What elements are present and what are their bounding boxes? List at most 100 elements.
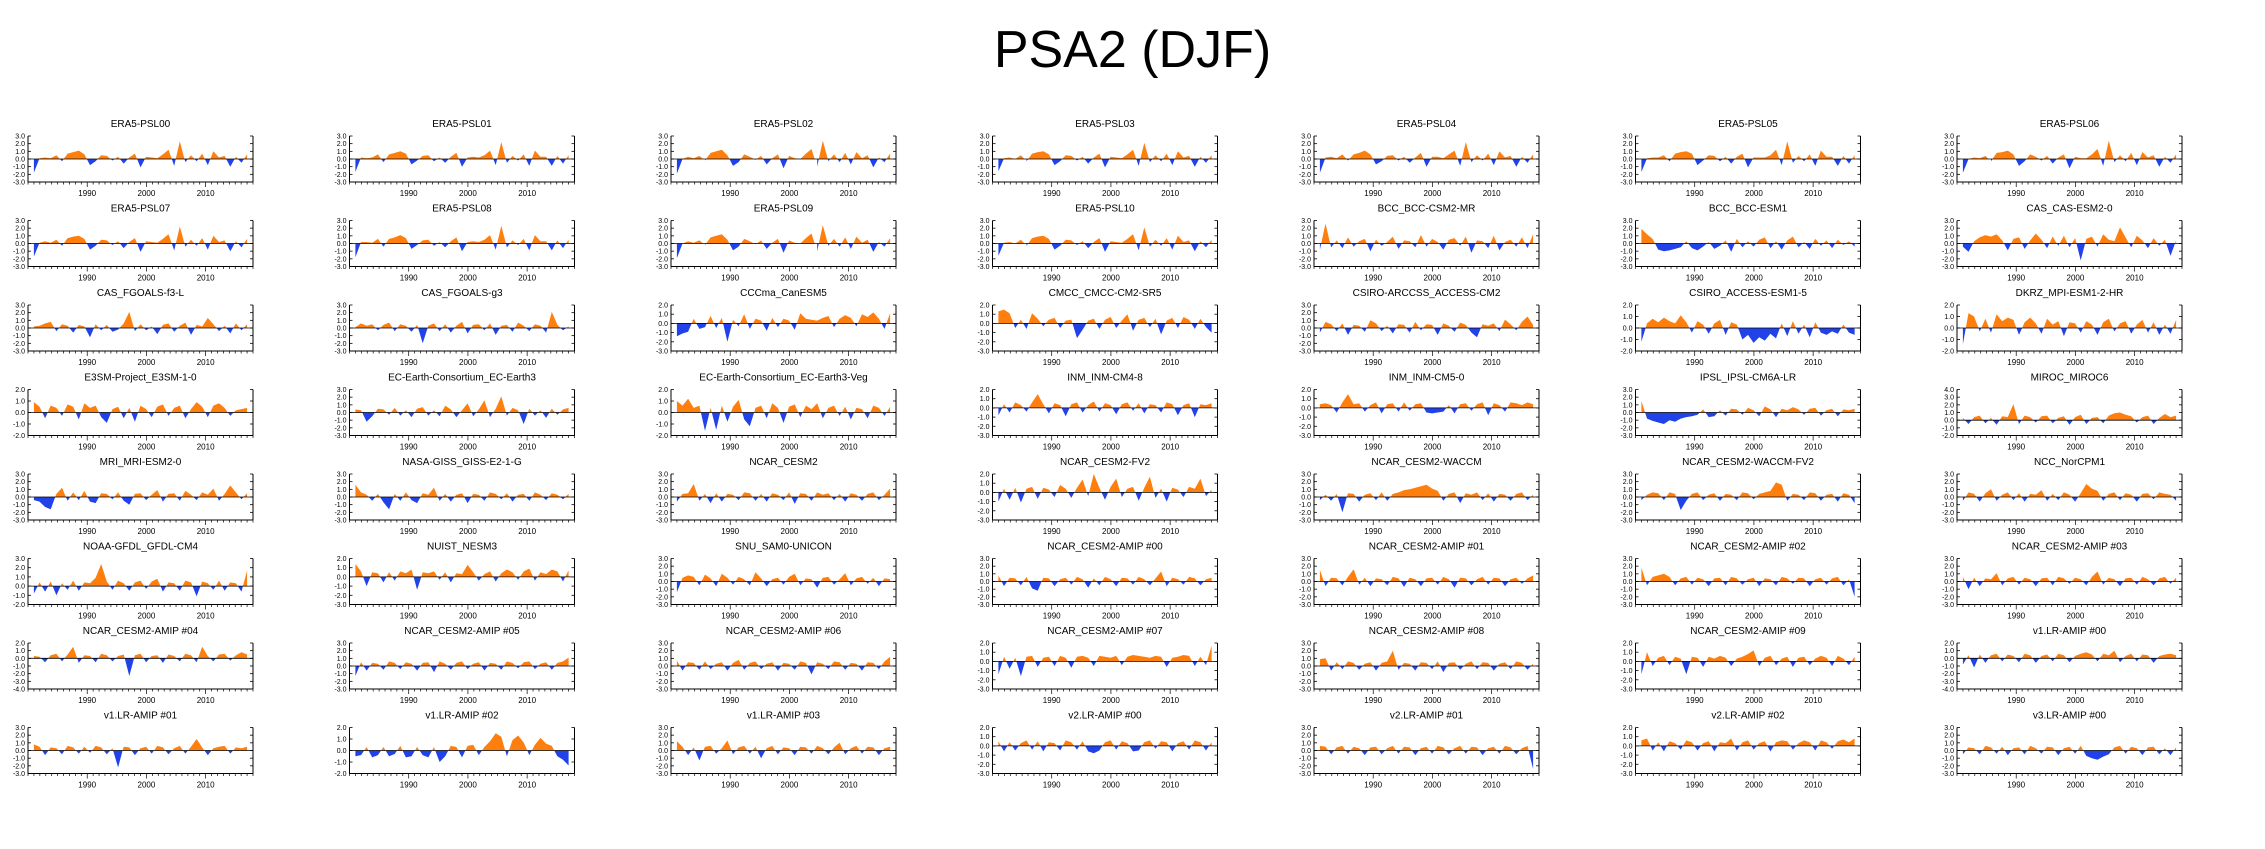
y-tick-label: -3.0: [656, 687, 668, 694]
panel-title: CSIRO_ACCESS-ESM1-5: [1689, 288, 1807, 299]
y-tick-label: -1.0: [1620, 249, 1632, 256]
x-tick-label: 1990: [721, 443, 739, 452]
negative-anomaly-area: [1641, 328, 1855, 343]
panel-title: v1.LR-AMIP #02: [425, 711, 499, 722]
y-tick-label: -2.0: [977, 594, 989, 601]
y-tick-label: -2.0: [334, 341, 346, 348]
x-tick-label: 2010: [1161, 696, 1179, 705]
y-tick-label: -2.0: [13, 256, 25, 263]
positive-anomaly-area: [1641, 401, 1855, 413]
x-tick-label: 1990: [78, 696, 96, 705]
chart-panel: ERA5-PSL02 3.02.01.00.0-1.0-2.0-3.0 1990 20…: [656, 119, 897, 198]
y-tick-label: 2.0: [658, 303, 668, 310]
chart-panel: INM_INM-CM4-8 2.0 1.0 0.0 -1.0 -2.0 -3.0 1990 20…: [977, 373, 1218, 452]
x-tick-label: 1990: [1686, 189, 1704, 198]
y-tick-label: 3.0: [337, 641, 347, 648]
panel-title: NCAR_CESM2-AMIP #00: [1047, 542, 1163, 553]
y-tick-label: -1.0: [1299, 164, 1311, 171]
negative-anomaly-area: [1641, 497, 1855, 510]
x-tick-label: 2000: [1424, 274, 1442, 283]
y-tick-label: -2.0: [1299, 679, 1311, 686]
y-tick-label: 1.0: [1623, 487, 1633, 494]
y-tick-label: 2.0: [1301, 310, 1311, 317]
y-tick-label: 2.0: [658, 479, 668, 486]
y-tick-label: 2.0: [1944, 733, 1954, 740]
y-tick-label: 3.0: [1944, 218, 1954, 225]
x-tick-label: 1990: [721, 527, 739, 536]
y-tick-label: -2.0: [1942, 349, 1954, 356]
positive-anomaly-area: [33, 739, 248, 751]
y-tick-label: 0.0: [1623, 495, 1633, 502]
y-tick-label: 2.0: [15, 226, 25, 233]
y-tick-label: -2.0: [656, 339, 668, 346]
y-tick-label: 1.0: [1623, 734, 1633, 741]
negative-anomaly-area: [1965, 420, 2158, 425]
negative-anomaly-area: [355, 159, 566, 172]
x-tick-label: 1990: [721, 612, 739, 621]
y-tick-label: -3.0: [13, 771, 25, 778]
negative-anomaly-area: [1655, 243, 1855, 252]
positive-anomaly-area: [682, 140, 891, 159]
y-tick-label: -1.0: [656, 587, 668, 594]
x-tick-label: 2010: [1804, 781, 1822, 790]
negative-anomaly-area: [1962, 497, 2177, 502]
chart-panel: ERA5-PSL01 3.02.01.00.0-1.0-2.0-3.0 1990 20…: [334, 119, 575, 198]
x-tick-label: 1990: [1364, 274, 1382, 283]
positive-anomaly-area: [1962, 404, 2177, 421]
positive-anomaly-area: [1965, 313, 2177, 328]
y-tick-label: 1.0: [980, 571, 990, 578]
y-tick-label: -3.0: [1942, 264, 1954, 271]
y-tick-label: 2.0: [337, 479, 347, 486]
y-tick-label: 0.0: [980, 743, 990, 750]
y-tick-label: 0.0: [1944, 495, 1954, 502]
negative-anomaly-area: [368, 497, 566, 510]
y-tick-label: 1.0: [337, 565, 347, 572]
y-tick-label: -3.0: [1299, 518, 1311, 525]
y-tick-label: -2.0: [1942, 256, 1954, 263]
y-tick-label: -3.0: [1620, 771, 1632, 778]
x-tick-label: 2010: [1804, 274, 1822, 283]
x-tick-label: 2010: [1804, 612, 1822, 621]
y-tick-label: 1.0: [1623, 571, 1633, 578]
y-tick-label: -3.0: [1299, 771, 1311, 778]
y-tick-label: 0.0: [15, 656, 25, 663]
x-tick-label: 2010: [840, 781, 858, 790]
y-tick-label: -3.0: [1299, 349, 1311, 356]
x-tick-label: 1990: [78, 781, 96, 790]
y-tick-label: 2.0: [1623, 641, 1633, 648]
y-tick-label: 2.0: [337, 310, 347, 317]
x-tick-label: 2010: [518, 443, 536, 452]
x-tick-label: 2010: [840, 612, 858, 621]
y-tick-label: 1.0: [1301, 571, 1311, 578]
x-tick-label: 2000: [2067, 781, 2085, 790]
y-tick-label: 2.0: [1301, 564, 1311, 571]
x-tick-label: 2010: [1804, 443, 1822, 452]
negative-anomaly-area: [1641, 661, 1852, 675]
y-tick-label: 0.0: [15, 495, 25, 502]
positive-anomaly-area: [33, 646, 248, 659]
y-tick-label: 2.0: [980, 564, 990, 571]
y-tick-label: 3.0: [980, 218, 990, 225]
y-tick-label: -2.0: [1299, 341, 1311, 348]
positive-anomaly-area: [355, 564, 569, 577]
x-tick-label: 1990: [1043, 612, 1061, 621]
x-tick-label: 2010: [197, 358, 215, 367]
y-tick-label: 2.0: [337, 725, 347, 732]
y-tick-label: -2.0: [334, 256, 346, 263]
y-tick-label: -1.0: [1620, 753, 1632, 760]
y-tick-label: -2.0: [1620, 677, 1632, 684]
y-tick-label: 2.0: [15, 733, 25, 740]
x-tick-label: 2010: [1483, 443, 1501, 452]
positive-anomaly-area: [1965, 484, 2173, 497]
y-tick-label: 3.0: [1944, 556, 1954, 563]
negative-anomaly-area: [998, 159, 1209, 172]
y-tick-label: 3.0: [1944, 472, 1954, 479]
x-tick-label: 2010: [1161, 612, 1179, 621]
y-tick-label: 1.0: [1944, 233, 1954, 240]
panel-title: NASA-GISS_GISS-E2-1-G: [402, 457, 522, 468]
negative-anomaly-area: [33, 159, 245, 173]
x-tick-label: 2000: [138, 358, 156, 367]
y-tick-label: 0.0: [15, 584, 25, 591]
x-tick-label: 2000: [459, 781, 477, 790]
chart-panel: ERA5-PSL04 3.02.01.00.0-1.0-2.0-3.0 1990 20…: [1299, 119, 1540, 198]
